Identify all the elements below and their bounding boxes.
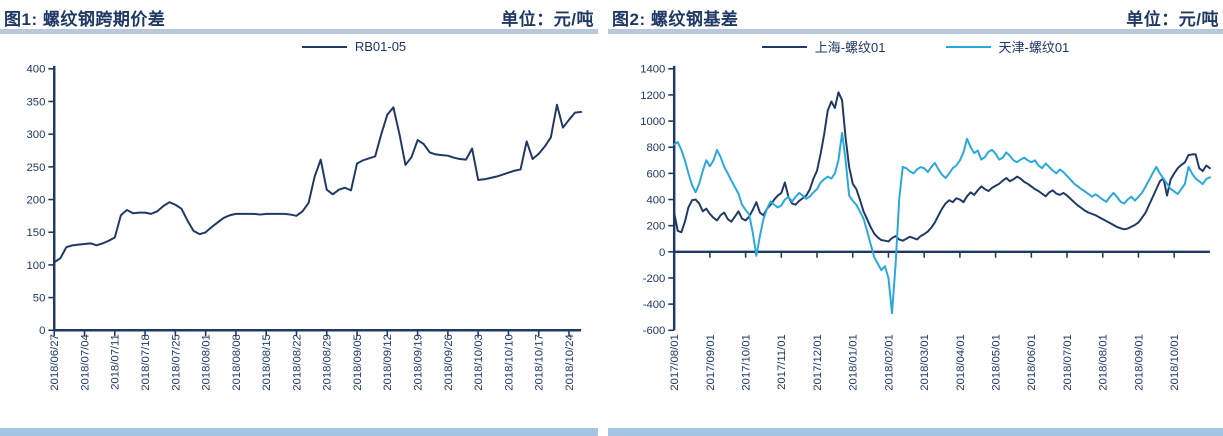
chart2-bottom-bar bbox=[608, 428, 1223, 436]
svg-text:2018/09/26: 2018/09/26 bbox=[443, 334, 455, 391]
svg-text:2018/09/05: 2018/09/05 bbox=[352, 334, 364, 391]
chart1-header: 图1: 螺纹钢跨期价差 单位：元/吨 bbox=[0, 0, 598, 29]
svg-text:1400: 1400 bbox=[640, 63, 665, 75]
svg-text:-600: -600 bbox=[643, 325, 666, 337]
svg-text:100: 100 bbox=[27, 259, 46, 271]
svg-text:2018/10/01: 2018/10/01 bbox=[1169, 334, 1181, 391]
svg-text:2018/10/17: 2018/10/17 bbox=[534, 334, 546, 391]
chart2-card: 图2: 螺纹钢基差 单位：元/吨 上海-螺纹01 天津-螺纹01 -600 -400… bbox=[608, 0, 1223, 436]
legend-item: RB01-05 bbox=[301, 39, 407, 55]
svg-text:2017/09/01: 2017/09/01 bbox=[705, 334, 717, 391]
svg-text:2018/08/22: 2018/08/22 bbox=[291, 334, 303, 391]
svg-text:2018/07/01: 2018/07/01 bbox=[1062, 334, 1074, 391]
chart2-plot: -600 -400 -200 0 200 400 600 800 1000 1200 1400 201… bbox=[640, 63, 1211, 391]
svg-text:2018/05/01: 2018/05/01 bbox=[991, 334, 1003, 391]
chart2-legend: 上海-螺纹01 天津-螺纹01 bbox=[608, 37, 1223, 57]
legend-line-swatch bbox=[945, 45, 991, 48]
legend-item: 上海-螺纹01 bbox=[761, 37, 886, 56]
svg-text:2018/08/15: 2018/08/15 bbox=[261, 334, 273, 391]
chart1-bottom-bar bbox=[0, 428, 598, 436]
svg-text:200: 200 bbox=[27, 194, 46, 206]
svg-text:2018/08/01: 2018/08/01 bbox=[1098, 334, 1110, 391]
svg-text:2018/01/01: 2018/01/01 bbox=[848, 334, 860, 391]
svg-text:2018/08/01: 2018/08/01 bbox=[201, 334, 213, 391]
svg-text:2018/10/03: 2018/10/03 bbox=[473, 334, 485, 391]
svg-text:400: 400 bbox=[27, 63, 46, 75]
svg-text:2018/02/01: 2018/02/01 bbox=[883, 334, 895, 391]
svg-text:2018/08/29: 2018/08/29 bbox=[322, 334, 334, 391]
svg-text:2018/09/19: 2018/09/19 bbox=[413, 334, 425, 391]
svg-text:2018/07/04: 2018/07/04 bbox=[79, 334, 91, 391]
svg-text:-400: -400 bbox=[643, 299, 666, 311]
chart2-header: 图2: 螺纹钢基差 单位：元/吨 bbox=[608, 0, 1223, 29]
svg-text:150: 150 bbox=[27, 227, 46, 239]
legend-line-swatch bbox=[301, 45, 347, 48]
svg-text:2018/08/08: 2018/08/08 bbox=[231, 334, 243, 391]
legend-series-label: 天津-螺纹01 bbox=[998, 40, 1070, 56]
chart1-title: 图1: 螺纹钢跨期价差 bbox=[4, 10, 166, 29]
chart2-header-divider bbox=[608, 29, 1223, 34]
svg-text:200: 200 bbox=[646, 220, 665, 232]
svg-text:600: 600 bbox=[646, 168, 665, 180]
svg-text:300: 300 bbox=[27, 129, 46, 141]
svg-text:2017/08/01: 2017/08/01 bbox=[669, 334, 681, 391]
svg-text:2018/10/10: 2018/10/10 bbox=[503, 334, 515, 391]
svg-text:0: 0 bbox=[659, 246, 665, 258]
chart2-unit-label: 单位：元/吨 bbox=[1126, 10, 1219, 29]
chart1-unit-label: 单位：元/吨 bbox=[501, 10, 594, 29]
chart1-card: 图1: 螺纹钢跨期价差 单位：元/吨 RB01-05 0 50 100 150 200 2… bbox=[0, 0, 598, 436]
legend-item: 天津-螺纹01 bbox=[945, 37, 1070, 56]
chart1-header-divider bbox=[0, 29, 598, 34]
svg-text:400: 400 bbox=[646, 194, 665, 206]
svg-text:1200: 1200 bbox=[640, 89, 665, 101]
svg-text:1000: 1000 bbox=[640, 116, 665, 128]
svg-text:2017/11/01: 2017/11/01 bbox=[776, 334, 788, 390]
svg-text:2018/04/01: 2018/04/01 bbox=[955, 334, 967, 391]
svg-text:2018/07/25: 2018/07/25 bbox=[170, 334, 182, 391]
svg-text:350: 350 bbox=[27, 96, 46, 108]
svg-text:2018/06/01: 2018/06/01 bbox=[1026, 334, 1038, 391]
chart1-plot: 0 50 100 150 200 250 300 350 400 2018/06/27 2018/0… bbox=[27, 63, 583, 391]
legend-line-swatch bbox=[761, 45, 807, 48]
svg-text:250: 250 bbox=[27, 161, 46, 173]
svg-text:2017/10/01: 2017/10/01 bbox=[741, 334, 753, 391]
legend-series-label: 上海-螺纹01 bbox=[814, 40, 886, 56]
svg-text:2018/07/11: 2018/07/11 bbox=[110, 334, 122, 390]
svg-text:2017/12/01: 2017/12/01 bbox=[812, 334, 824, 391]
svg-text:50: 50 bbox=[33, 292, 46, 304]
svg-text:2018/10/24: 2018/10/24 bbox=[564, 334, 576, 391]
svg-text:2018/09/12: 2018/09/12 bbox=[382, 334, 394, 391]
svg-text:2018/09/01: 2018/09/01 bbox=[1133, 334, 1145, 391]
legend-series-label: RB01-05 bbox=[354, 39, 407, 55]
chart2-title: 图2: 螺纹钢基差 bbox=[612, 10, 739, 29]
svg-text:2018/06/27: 2018/06/27 bbox=[49, 334, 61, 391]
svg-text:-200: -200 bbox=[643, 272, 666, 284]
svg-text:800: 800 bbox=[646, 142, 665, 154]
svg-text:2018/07/18: 2018/07/18 bbox=[140, 334, 152, 391]
chart1-legend: RB01-05 bbox=[55, 37, 653, 57]
svg-text:2018/03/01: 2018/03/01 bbox=[919, 334, 931, 391]
svg-text:0: 0 bbox=[39, 325, 45, 337]
